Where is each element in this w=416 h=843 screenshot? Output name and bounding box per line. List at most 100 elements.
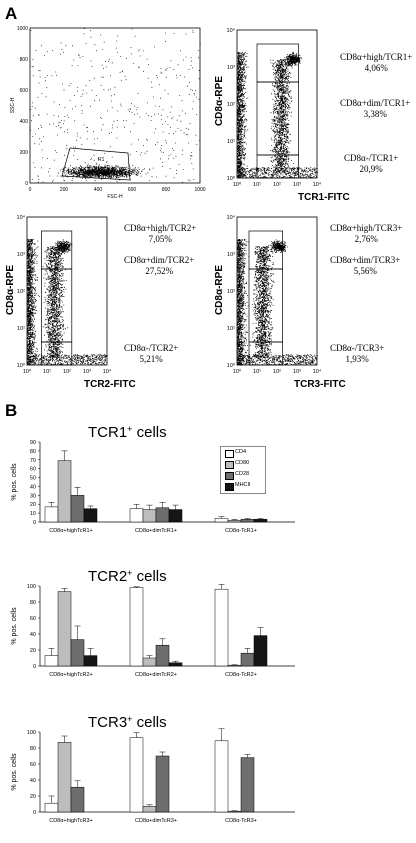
plot-xtick: 10¹	[253, 182, 261, 188]
plot-xtick: 10⁰	[233, 181, 242, 188]
fsc-ytick: 800	[20, 57, 29, 63]
tcr3-gate-high: CD8α+high/TCR3+ 2,76%	[330, 223, 403, 244]
tcr3-plot: 10⁰ 10⁰ 10¹ 10¹ 10² 10² 10³ 10³ 10⁴ 10⁴ CD8α-RPE …	[210, 205, 416, 390]
chart-ytick-label: 20	[30, 794, 36, 800]
bar-mhcii	[83, 655, 98, 667]
chart-ytick-label: 0	[33, 520, 36, 526]
plot-xtick: 10²	[273, 182, 281, 188]
tcr3-xlabel: TCR3-FITC	[294, 379, 346, 390]
bar-cd28	[70, 639, 85, 667]
chart-title: TCR3+ cells	[88, 714, 167, 731]
tcr3-gate-dim: CD8α+dim/TCR3+ 5,56%	[330, 255, 401, 276]
plot-ytick: 10³	[227, 65, 235, 71]
fsc-xtick: 800	[162, 187, 171, 193]
chart-category-label: CD8α+highTcR1+	[49, 528, 93, 534]
bar-cd80	[142, 509, 157, 523]
chart-category-label: CD8α+highTcR2+	[49, 672, 93, 678]
chart-ytick-label: 40	[30, 632, 36, 638]
plot-scatter-events	[237, 239, 318, 366]
plot-ytick: 10²	[227, 102, 235, 108]
chart-ylabel: % pos. cells	[11, 607, 18, 645]
legend-swatch-cd80	[225, 461, 234, 469]
fsc-ytick: 200	[20, 150, 29, 156]
fsc-ytick: 600	[20, 88, 29, 94]
bar-cd80	[142, 657, 157, 667]
panel-b-bar-charts: TCR1+ cells 0 10 20 30 40 50 60 70 80 90 % pos. cel…	[11, 424, 295, 824]
fsc-ytick: 400	[20, 119, 29, 125]
plot-xtick: 10²	[273, 369, 281, 375]
bar-mhcii	[168, 662, 183, 667]
tcr1-plot: 10⁰ 10⁰ 10¹ 10¹ 10² 10² 10³ 10³ 10⁴ 10⁴ CD8α-RPE …	[210, 18, 416, 203]
chart-ytick-label: 60	[30, 762, 36, 768]
legend-swatch-mhcii	[225, 483, 234, 491]
fsc-scatter-events	[30, 28, 201, 183]
chart-category-label: CD8α+dimTcR1+	[135, 528, 177, 534]
chart-ytick-label: 10	[30, 511, 36, 517]
fsc-xtick: 600	[128, 187, 137, 193]
tcr2-xlabel: TCR2-FITC	[84, 379, 136, 390]
legend-label-cd80: CD80	[235, 460, 250, 466]
gate-neg-box	[41, 341, 73, 366]
chart-legend: CD4 CD80 CD28 MHCII	[220, 446, 266, 494]
bar-cd28	[155, 507, 170, 523]
fsc-xtick: 400	[94, 187, 103, 193]
chart-ytick-label: 30	[30, 493, 36, 499]
chart-ytick-label: 0	[33, 810, 36, 816]
fsc-ytick: 1000	[17, 26, 28, 32]
chart-category-label: CD8α+dimTcR2+	[135, 672, 177, 678]
plot-ytick: 10⁴	[227, 27, 236, 34]
fsc-xtick: 0	[29, 187, 32, 193]
bar-mhcii	[168, 509, 183, 523]
bar-cd80	[57, 460, 72, 523]
fsc-xtick: 1000	[194, 187, 205, 193]
bar-cd28	[70, 786, 85, 813]
bar-mhcii	[253, 635, 268, 667]
tcr1-gate-dim: CD8α+dim/TCR1+ 3,38%	[340, 98, 411, 119]
bar-cd28	[155, 755, 170, 813]
tcr2-gate-dim: CD8α+dim/TCR2+ 27,52%	[124, 255, 195, 276]
tcr2-ylabel: CD8α-RPE	[5, 265, 16, 316]
plot-ytick: 10³	[227, 252, 235, 258]
bar-cd4	[129, 587, 144, 667]
bar-cd28	[240, 652, 255, 667]
fsc-ssc-plot: 0 200 400 600 800 1000 0 200 400 600 800 1000 FSC-H S…	[0, 18, 210, 203]
fsc-plot-frame	[29, 27, 201, 184]
chart-ytick-label: 50	[30, 476, 36, 482]
chart-ylabel: % pos. cells	[11, 753, 18, 791]
panel-b-letter: B	[5, 401, 18, 420]
plot-xtick: 10⁰	[23, 368, 32, 375]
panel-a-letter: A	[5, 4, 18, 23]
bar-cd80	[227, 519, 242, 523]
tcr1-xlabel: TCR1-FITC	[298, 192, 350, 203]
tcr1-gate-high: CD8α+high/TCR1+ 4,06%	[340, 52, 413, 73]
legend-label-cd28: CD28	[235, 471, 250, 477]
bar-cd4	[214, 588, 229, 667]
bar-cd28	[155, 644, 170, 667]
plot-ytick: 10²	[17, 289, 25, 295]
plot-xtick: 10⁴	[313, 368, 322, 375]
plot-ytick: 10¹	[227, 139, 235, 145]
plot-xtick: 10⁴	[313, 181, 322, 188]
chart-category-label: CD8α+dimTcR3+	[135, 818, 177, 824]
chart-ytick-label: 80	[30, 746, 36, 752]
plot-ytick: 10⁰	[227, 362, 236, 369]
legend-label-cd4: CD4	[235, 449, 247, 455]
bar-cd4	[129, 508, 144, 523]
plot-scatter-events	[27, 238, 108, 366]
bar-cd80	[57, 591, 72, 667]
chart-ytick-label: 70	[30, 458, 36, 464]
chart-ytick-label: 20	[30, 502, 36, 508]
plot-ytick: 10⁴	[227, 214, 236, 221]
chart-ytick-label: 40	[30, 484, 36, 490]
chart-ytick-label: 60	[30, 467, 36, 473]
plot-xtick: 10¹	[43, 369, 51, 375]
fsc-gate-r1	[61, 147, 131, 181]
tcr2-gate-neg: CD8α-/TCR2+ 5,21%	[124, 343, 179, 364]
fsc-gate-label: R1	[98, 157, 105, 163]
chart-category-label: CD8α-TcR2+	[225, 672, 257, 678]
bar-cd28	[240, 757, 255, 813]
bar-cd28	[70, 495, 85, 523]
fsc-ylabel: SSC-H	[10, 97, 16, 113]
tcr2-plot: 10⁰ 10⁰ 10¹ 10¹ 10² 10² 10³ 10³ 10⁴ 10⁴ CD8α-RPE …	[0, 205, 210, 390]
